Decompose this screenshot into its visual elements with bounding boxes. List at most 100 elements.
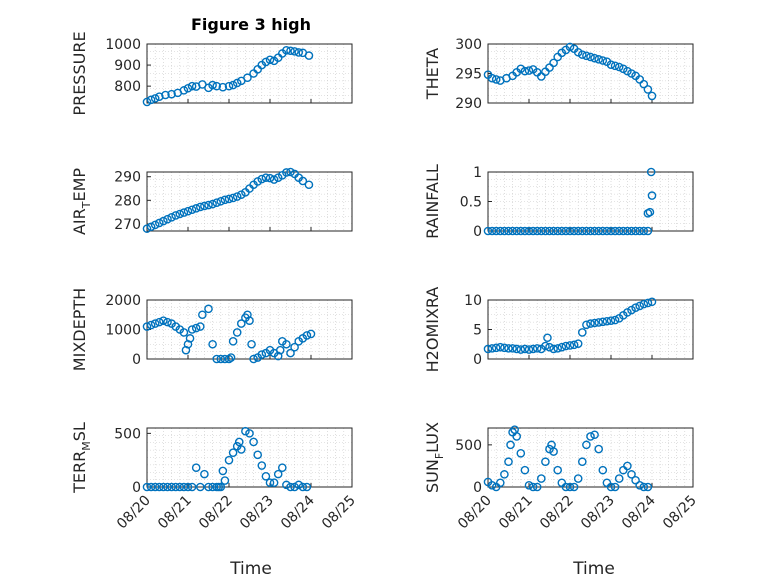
data-point bbox=[553, 226, 563, 236]
data-point bbox=[208, 482, 217, 492]
data-point bbox=[590, 318, 599, 328]
data-point bbox=[167, 482, 176, 492]
data-point bbox=[495, 478, 505, 488]
data-point bbox=[224, 455, 234, 465]
data-point bbox=[146, 320, 156, 330]
y-tick-label: 295 bbox=[455, 67, 482, 83]
data-point bbox=[265, 478, 275, 488]
data-point bbox=[606, 316, 616, 325]
data-point bbox=[610, 61, 620, 71]
data-point bbox=[491, 75, 501, 84]
data-point bbox=[257, 461, 267, 470]
y-axis-label: TERRMSL bbox=[70, 422, 93, 494]
data-point bbox=[573, 226, 583, 236]
data-point bbox=[487, 344, 497, 353]
data-point bbox=[590, 53, 599, 63]
data-point bbox=[187, 325, 197, 334]
data-point bbox=[243, 73, 252, 83]
data-point bbox=[282, 339, 291, 349]
data-point bbox=[195, 482, 205, 492]
data-point bbox=[185, 334, 195, 343]
data-point bbox=[504, 344, 513, 353]
data-point bbox=[635, 226, 645, 236]
data-point bbox=[249, 354, 258, 364]
data-point bbox=[627, 226, 636, 236]
data-point bbox=[500, 470, 509, 479]
data-point bbox=[495, 226, 505, 236]
data-point bbox=[524, 226, 534, 236]
data-point bbox=[500, 343, 509, 353]
data-point bbox=[573, 339, 583, 348]
data-point bbox=[565, 482, 575, 492]
data-point bbox=[150, 482, 160, 492]
data-point bbox=[224, 194, 234, 204]
data-point bbox=[261, 173, 271, 182]
data-point bbox=[549, 58, 558, 68]
y-tick-label: 800 bbox=[114, 79, 141, 95]
data-point bbox=[187, 205, 197, 215]
y-tick-label: 10 bbox=[464, 293, 482, 309]
data-point bbox=[195, 202, 205, 212]
data-point bbox=[643, 226, 653, 236]
y-axis-label: H2OMIXRA bbox=[423, 287, 442, 373]
data-point bbox=[150, 220, 160, 230]
data-point bbox=[614, 474, 624, 483]
data-point bbox=[504, 226, 513, 236]
data-point bbox=[298, 176, 308, 186]
data-point bbox=[167, 89, 176, 99]
data-point bbox=[208, 80, 217, 90]
data-point bbox=[286, 46, 295, 56]
data-point bbox=[290, 47, 299, 56]
data-point bbox=[487, 481, 497, 490]
data-point bbox=[549, 447, 558, 456]
data-point bbox=[645, 207, 655, 217]
data-point bbox=[528, 482, 538, 492]
data-point bbox=[159, 482, 168, 492]
data-point bbox=[606, 60, 616, 69]
data-point bbox=[520, 66, 530, 76]
data-point bbox=[282, 46, 291, 55]
data-point bbox=[647, 91, 657, 101]
data-point bbox=[647, 297, 657, 307]
data-point bbox=[586, 432, 595, 441]
data-point bbox=[183, 206, 193, 216]
data-point bbox=[619, 226, 628, 236]
y-tick-label: 290 bbox=[455, 96, 482, 112]
data-point bbox=[635, 481, 645, 490]
data-point bbox=[150, 319, 160, 328]
data-point bbox=[154, 482, 164, 492]
data-point bbox=[512, 344, 522, 354]
data-point bbox=[590, 430, 599, 440]
data-point bbox=[265, 55, 275, 65]
data-point bbox=[163, 317, 172, 327]
data-point bbox=[602, 316, 612, 326]
y-axis-label: RAINFALL bbox=[423, 164, 442, 239]
data-point bbox=[598, 56, 608, 65]
y-tick-label: 290 bbox=[114, 170, 141, 186]
data-point bbox=[639, 226, 649, 236]
axes-box bbox=[146, 43, 353, 104]
data-point bbox=[220, 195, 230, 205]
y-tick-label: 900 bbox=[114, 58, 141, 74]
data-point bbox=[306, 329, 316, 339]
data-point bbox=[610, 226, 620, 236]
data-point bbox=[487, 73, 497, 83]
data-point bbox=[171, 211, 180, 220]
data-point bbox=[228, 80, 238, 90]
data-point bbox=[218, 466, 228, 476]
data-point bbox=[578, 457, 587, 467]
y-tick-label: 5 bbox=[473, 323, 482, 339]
data-point bbox=[614, 62, 624, 72]
data-point bbox=[290, 342, 299, 352]
data-point bbox=[294, 48, 304, 57]
data-point bbox=[549, 344, 558, 354]
data-point bbox=[294, 480, 304, 490]
data-point bbox=[614, 226, 624, 236]
data-point bbox=[520, 465, 530, 475]
data-point bbox=[179, 328, 189, 337]
data-point bbox=[261, 57, 271, 67]
data-point bbox=[304, 180, 314, 190]
data-point bbox=[590, 226, 599, 236]
data-point bbox=[516, 345, 526, 354]
y-axis-label: AIRTEMP bbox=[70, 168, 93, 235]
